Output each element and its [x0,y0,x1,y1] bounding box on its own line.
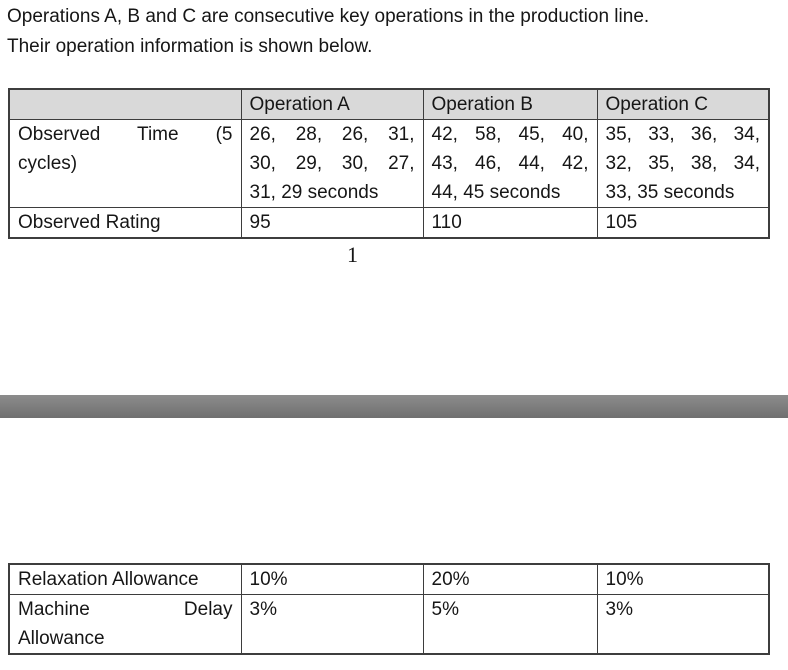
cell-line: 35, 33, 36, 34, [605,124,761,145]
observed-time-cell-operation-a: 26, 28, 26, 31, 30, 29, 30, 27, 31, 29 s… [240,119,424,208]
header-cell-blank [8,88,242,120]
cell-line: 43, 46, 44, 42, [431,153,589,174]
intro-line-1: Operations A, B and C are consecutive ke… [7,6,650,27]
cell-line: Machine Delay [18,599,233,620]
page-break-divider [0,395,788,418]
header-cell-operation-a: Operation A [240,88,424,120]
page-number: 1 [347,242,358,267]
observed-rating-cell-operation-b: 110 [422,207,598,239]
machine-delay-allowance-cell-operation-c: 3% [596,594,770,655]
observed-rating-cell-operation-c: 105 [596,207,770,239]
observed-time-cell-operation-c: 35, 33, 36, 34, 32, 35, 38, 34, 33, 35 s… [596,119,770,208]
allowances-table: Relaxation Allowance 10% 20% 10% Machine… [8,563,770,655]
relaxation-allowance-cell-operation-c: 10% [596,563,770,595]
header-cell-operation-c: Operation C [596,88,770,120]
cell-line: 33, 35 seconds [605,182,735,203]
header-cell-operation-b: Operation B [422,88,598,120]
relaxation-allowance-row: Relaxation Allowance 10% 20% 10% [8,563,770,595]
cell-line: Allowance [18,628,105,649]
cell-line: 44, 45 seconds [431,182,561,203]
machine-delay-allowance-cell-operation-b: 5% [422,594,598,655]
observed-rating-row: Observed Rating 95 110 105 [8,207,770,239]
relaxation-allowance-cell-operation-a: 10% [240,563,424,595]
observed-time-label-cell: Observed Time (5 cycles) [8,119,242,208]
cell-line: 42, 58, 45, 40, [431,124,589,145]
cell-line: cycles) [18,153,78,174]
operations-table: Operation A Operation B Operation C Obse… [8,88,770,239]
observed-rating-label-cell: Observed Rating [8,207,242,239]
observed-rating-cell-operation-a: 95 [240,207,424,239]
operations-table-header-row: Operation A Operation B Operation C [8,88,770,120]
cell-line: Observed Time (5 [18,124,233,145]
cell-line: 31, 29 seconds [249,182,379,203]
observed-time-row: Observed Time (5 cycles) 26, 28, 26, 31,… [8,119,770,208]
relaxation-allowance-label-cell: Relaxation Allowance [8,563,242,595]
cell-line: 26, 28, 26, 31, [249,124,415,145]
cell-line: 30, 29, 30, 27, [249,153,415,174]
intro-line-2: Their operation information is shown bel… [7,36,373,57]
machine-delay-allowance-row: Machine Delay Allowance 3% 5% 3% [8,594,770,655]
cell-line: 32, 35, 38, 34, [605,153,761,174]
machine-delay-allowance-cell-operation-a: 3% [240,594,424,655]
observed-time-cell-operation-b: 42, 58, 45, 40, 43, 46, 44, 42, 44, 45 s… [422,119,598,208]
machine-delay-allowance-label-cell: Machine Delay Allowance [8,594,242,655]
relaxation-allowance-cell-operation-b: 20% [422,563,598,595]
intro-paragraph: Operations A, B and C are consecutive ke… [7,2,783,62]
